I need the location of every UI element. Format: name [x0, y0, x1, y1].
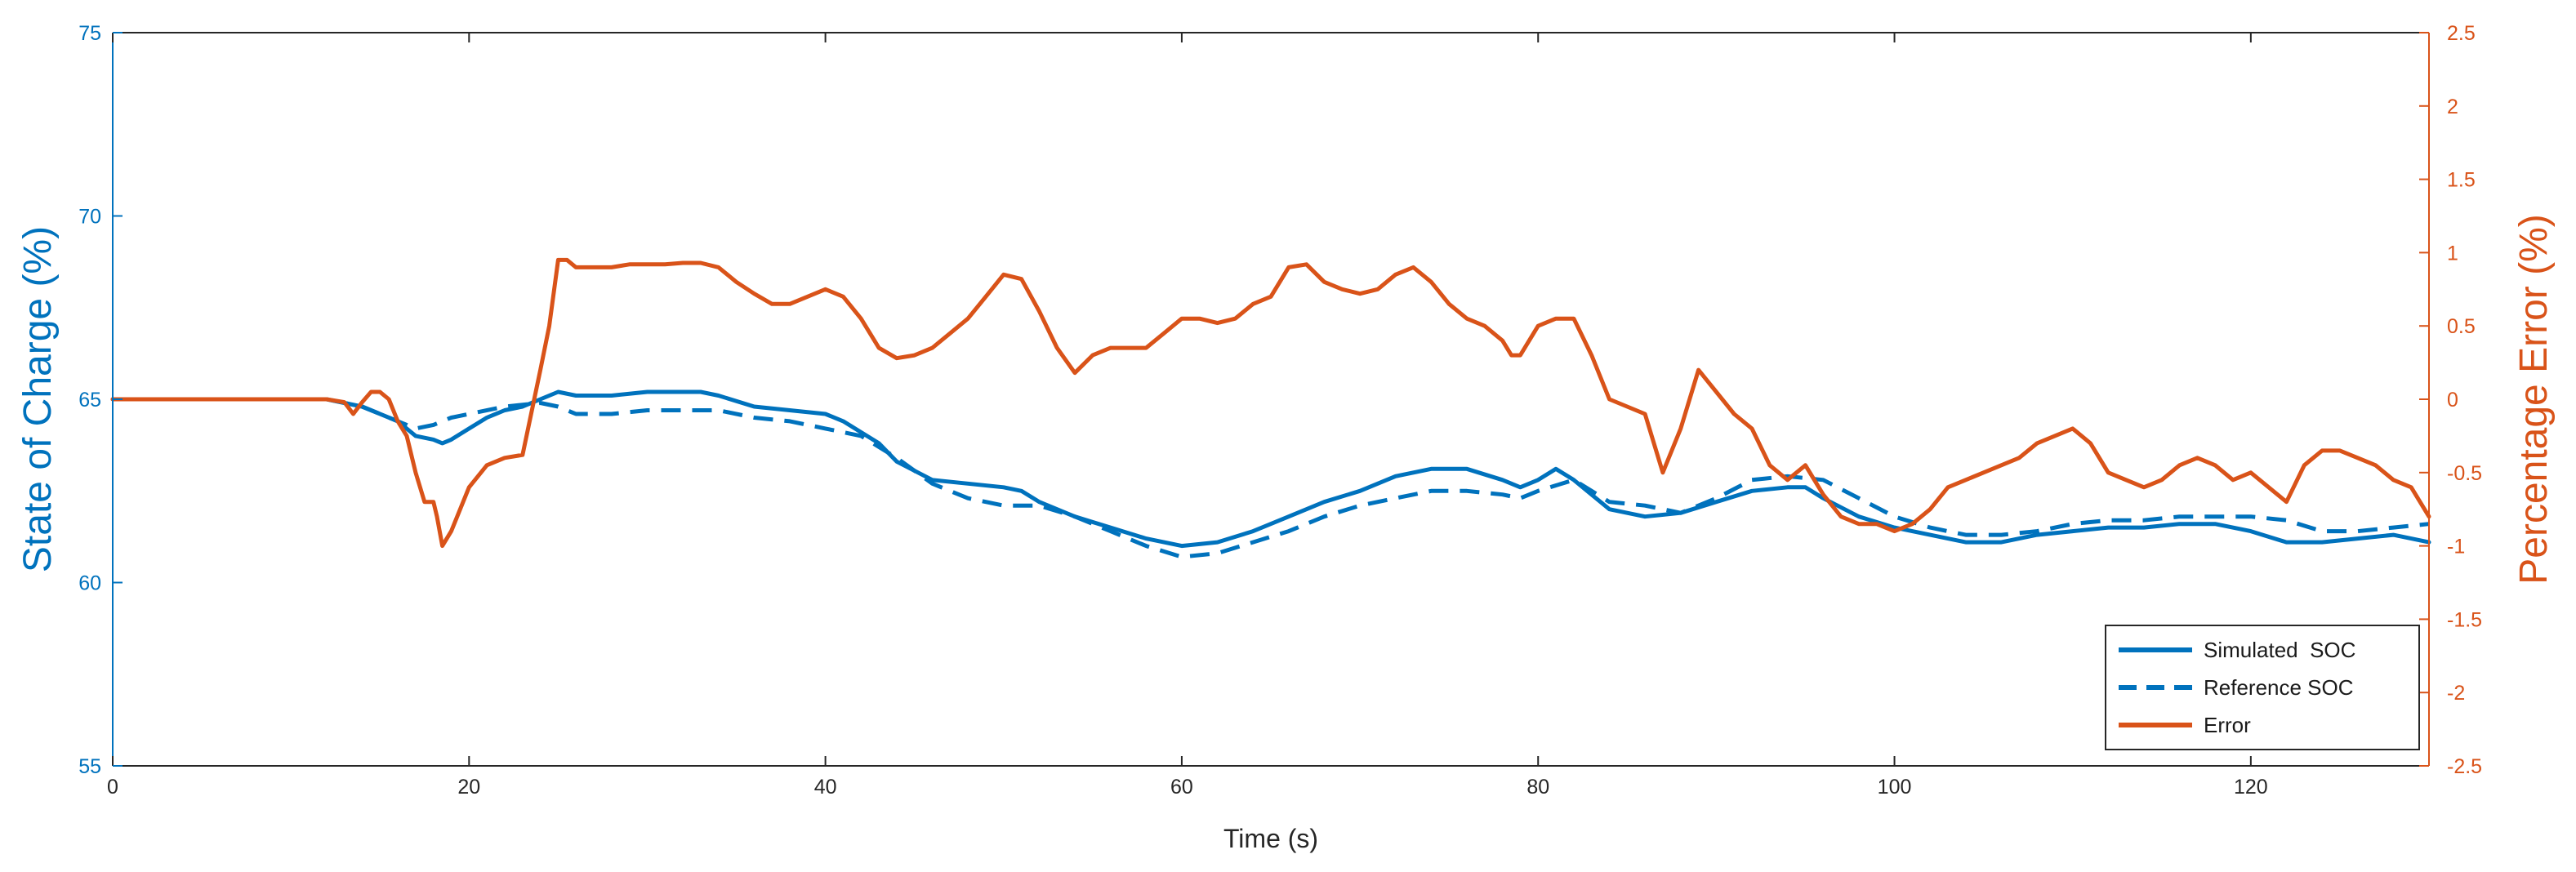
y-left-tick-label: 65	[78, 389, 101, 412]
x-tick-label: 40	[814, 776, 837, 799]
y-left-tick-label: 75	[78, 22, 101, 45]
y-right-tick-label: -2	[2447, 682, 2465, 705]
y-right-tick-label: -0.5	[2447, 462, 2482, 485]
y-right-tick-label: 0	[2447, 389, 2458, 412]
plot-area	[113, 33, 2429, 766]
series-layer	[110, 257, 2431, 559]
y-right-tick-label: -2.5	[2447, 755, 2482, 778]
x-tick-label: 0	[107, 776, 118, 799]
legend-label-error: Error	[2204, 713, 2251, 737]
y-right-tick-label: -1	[2447, 536, 2465, 558]
y-left-tick-label: 55	[78, 755, 101, 778]
series-line-reference-soc	[113, 397, 2430, 559]
x-tick-label: 120	[2234, 776, 2268, 799]
legend: Simulated SOC Reference SOC Error	[2105, 625, 2420, 750]
y-left-tick-label: 70	[78, 206, 101, 229]
y-right-tick-label: 2	[2447, 96, 2458, 118]
x-axis-label: Time (s)	[1223, 824, 1318, 853]
axes-layer: 0 20 40 60 80 100 1205560657075-2.5-2-1.5-1-0.…	[78, 22, 2482, 799]
y-left-axis-label: State of Charge (%)	[16, 226, 60, 572]
y-right-tick-label: 2.5	[2447, 22, 2476, 45]
x-tick-label: 100	[1878, 776, 1912, 799]
y-right-axis-label: Percentage Error (%)	[2512, 214, 2556, 585]
y-right-tick-label: 0.5	[2447, 315, 2476, 338]
y-right-tick-label: -1.5	[2447, 608, 2482, 631]
x-tick-label: 60	[1170, 776, 1193, 799]
legend-label-simulated-soc: Simulated SOC	[2204, 638, 2355, 662]
y-left-tick-label: 60	[78, 572, 101, 595]
x-tick-label: 20	[457, 776, 480, 799]
legend-label-reference-soc: Reference SOC	[2204, 675, 2354, 700]
y-right-tick-label: 1	[2447, 242, 2458, 265]
series-line-error	[110, 257, 2431, 549]
y-right-tick-label: 1.5	[2447, 169, 2476, 192]
x-tick-label: 80	[1526, 776, 1549, 799]
series-line-simulated-soc	[110, 389, 2431, 549]
